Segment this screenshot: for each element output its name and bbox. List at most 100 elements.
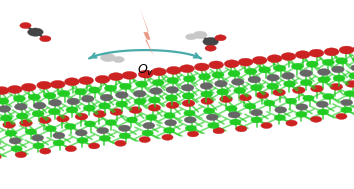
Circle shape: [201, 98, 213, 104]
Circle shape: [215, 35, 226, 41]
Circle shape: [261, 122, 272, 129]
Circle shape: [166, 66, 181, 74]
Circle shape: [316, 101, 329, 108]
Circle shape: [39, 117, 51, 124]
Circle shape: [341, 107, 352, 113]
Circle shape: [203, 37, 218, 46]
Circle shape: [20, 22, 31, 29]
Circle shape: [11, 146, 22, 152]
Circle shape: [146, 114, 157, 120]
Circle shape: [165, 95, 177, 101]
Circle shape: [113, 57, 124, 63]
Circle shape: [84, 121, 96, 127]
Circle shape: [322, 59, 335, 66]
Circle shape: [66, 107, 78, 113]
Circle shape: [49, 99, 62, 106]
Circle shape: [213, 128, 224, 134]
Circle shape: [13, 95, 25, 102]
Circle shape: [115, 140, 126, 146]
Circle shape: [238, 58, 253, 66]
Circle shape: [212, 72, 224, 78]
Circle shape: [88, 87, 101, 93]
Circle shape: [150, 88, 162, 94]
Circle shape: [205, 45, 216, 51]
Circle shape: [64, 78, 79, 86]
Circle shape: [19, 120, 32, 126]
Circle shape: [129, 107, 142, 113]
Circle shape: [318, 77, 330, 83]
Circle shape: [95, 75, 110, 83]
Circle shape: [122, 71, 137, 79]
Circle shape: [33, 143, 44, 149]
Circle shape: [323, 94, 334, 100]
Circle shape: [331, 66, 344, 73]
Circle shape: [252, 56, 267, 64]
Circle shape: [282, 72, 295, 79]
Circle shape: [208, 122, 219, 129]
Circle shape: [105, 120, 117, 126]
Circle shape: [251, 109, 263, 116]
Circle shape: [303, 95, 314, 101]
Circle shape: [236, 126, 247, 132]
Circle shape: [5, 130, 16, 136]
Circle shape: [99, 135, 110, 141]
Circle shape: [58, 90, 70, 97]
Circle shape: [346, 81, 354, 87]
Circle shape: [133, 90, 146, 97]
Circle shape: [166, 86, 179, 93]
Circle shape: [79, 77, 93, 84]
Circle shape: [284, 81, 296, 87]
Circle shape: [75, 88, 87, 95]
Circle shape: [209, 61, 224, 69]
Circle shape: [341, 99, 353, 106]
Circle shape: [100, 94, 113, 101]
Circle shape: [300, 70, 313, 77]
Circle shape: [184, 110, 195, 116]
Circle shape: [32, 111, 44, 117]
Circle shape: [187, 131, 199, 137]
Circle shape: [182, 100, 195, 107]
Circle shape: [333, 75, 345, 81]
Circle shape: [182, 93, 194, 99]
Circle shape: [7, 85, 22, 93]
Circle shape: [310, 116, 322, 122]
Circle shape: [75, 113, 88, 120]
Circle shape: [274, 115, 286, 121]
Circle shape: [142, 130, 153, 136]
Circle shape: [164, 112, 175, 119]
Circle shape: [25, 129, 37, 135]
Circle shape: [16, 113, 28, 119]
Circle shape: [0, 154, 1, 160]
Circle shape: [162, 134, 173, 140]
Circle shape: [296, 104, 308, 110]
Circle shape: [344, 91, 354, 97]
Circle shape: [267, 74, 279, 81]
Circle shape: [40, 36, 51, 42]
Circle shape: [138, 70, 153, 78]
Circle shape: [104, 85, 116, 91]
Circle shape: [245, 68, 257, 75]
Circle shape: [248, 76, 261, 83]
Circle shape: [134, 98, 146, 105]
Text: $O_v$: $O_v$: [137, 63, 154, 78]
Circle shape: [45, 126, 56, 132]
Circle shape: [183, 76, 195, 82]
Circle shape: [330, 83, 343, 90]
Circle shape: [245, 103, 256, 109]
Circle shape: [21, 83, 36, 91]
Circle shape: [239, 94, 252, 101]
Circle shape: [116, 101, 128, 107]
Circle shape: [88, 143, 100, 149]
Circle shape: [224, 60, 239, 68]
Circle shape: [179, 65, 194, 73]
Circle shape: [353, 45, 354, 53]
Circle shape: [28, 28, 43, 36]
Circle shape: [57, 115, 69, 122]
Circle shape: [152, 68, 166, 76]
Circle shape: [15, 152, 27, 158]
Circle shape: [193, 31, 207, 39]
Circle shape: [274, 65, 286, 71]
Circle shape: [136, 81, 148, 87]
Circle shape: [83, 105, 95, 111]
Circle shape: [53, 132, 65, 139]
